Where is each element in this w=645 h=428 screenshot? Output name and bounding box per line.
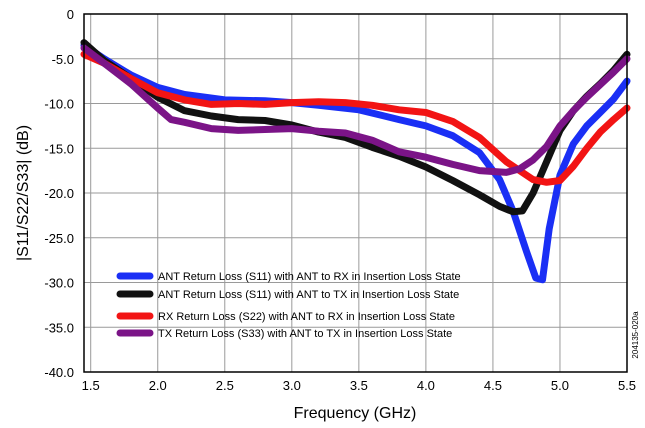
x-tick-label: 5.5 xyxy=(618,378,636,393)
y-tick-label: 0 xyxy=(67,7,74,22)
x-tick-label: 3.0 xyxy=(283,378,301,393)
x-tick-label: 4.5 xyxy=(484,378,502,393)
legend-label-1: ANT Return Loss (S11) with ANT to RX in … xyxy=(158,271,461,283)
y-tick-label: -30.0 xyxy=(44,276,74,291)
series-layer xyxy=(80,39,631,284)
x-axis-title: Frequency (GHz) xyxy=(294,405,417,422)
y-tick-label: -35.0 xyxy=(44,320,74,335)
y-tick-label: -25.0 xyxy=(44,231,74,246)
y-tick-label: -5.0 xyxy=(52,52,74,67)
plot-frame xyxy=(83,13,628,373)
figure-code: 204135-020a xyxy=(631,311,640,359)
x-tick-labels: 1.5 2.0 2.5 3.0 3.5 4.0 4.5 5.0 5.5 xyxy=(82,378,636,393)
x-tick-label: 4.0 xyxy=(417,378,435,393)
y-tick-labels: 0 -5.0 -10.0 -15.0 -20.0 -25.0 -30.0 -35.0 -40.0 xyxy=(44,7,74,380)
legend-label-2: ANT Return Loss (S11) with ANT to TX in … xyxy=(158,289,459,301)
series-line-4 xyxy=(80,44,631,176)
y-tick-label: -20.0 xyxy=(44,186,74,201)
y-tick-label: -40.0 xyxy=(44,365,74,380)
legend-label-4: TX Return Loss (S33) with ANT to TX in I… xyxy=(158,328,452,340)
x-tick-label: 5.0 xyxy=(551,378,569,393)
y-tick-label: -10.0 xyxy=(44,97,74,112)
y-axis-title: |S11/S22/S33| (dB) xyxy=(15,125,32,261)
series-line-1 xyxy=(80,41,631,284)
series-line-3 xyxy=(80,50,631,186)
legend: ANT Return Loss (S11) with ANT to RX in … xyxy=(116,271,461,340)
x-tick-label: 3.5 xyxy=(350,378,368,393)
x-tick-label: 2.5 xyxy=(216,378,234,393)
y-tick-label: -15.0 xyxy=(44,141,74,156)
x-tick-label: 1.5 xyxy=(82,378,100,393)
x-tick-label: 2.0 xyxy=(149,378,167,393)
legend-label-3: RX Return Loss (S22) with ANT to RX in I… xyxy=(158,311,455,323)
